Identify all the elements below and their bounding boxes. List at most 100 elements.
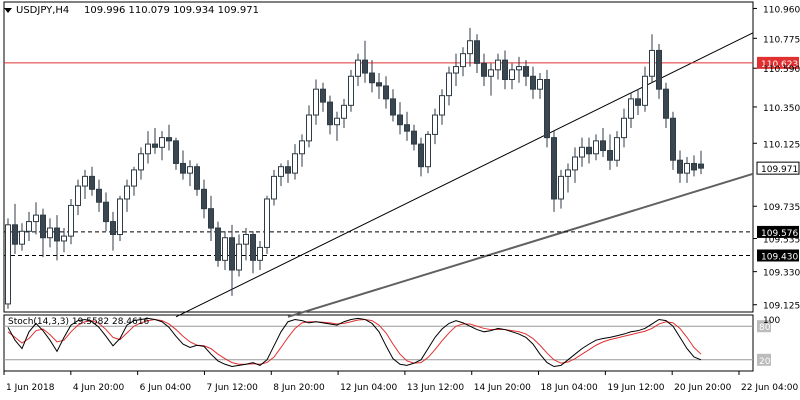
candle <box>264 195 270 254</box>
oscillator-frame <box>3 314 754 372</box>
candle-body-bear <box>404 124 410 132</box>
price-tick-label: 109.735 <box>763 203 800 213</box>
time-tick-label: 6 Jun 04:00 <box>140 383 192 393</box>
candle <box>600 127 606 157</box>
symbol-dropdown-icon[interactable] <box>4 8 12 13</box>
candle <box>614 131 620 167</box>
candle <box>215 221 221 267</box>
candle <box>509 63 515 90</box>
candle-body-bear <box>523 66 529 77</box>
candle <box>537 73 543 99</box>
candle <box>677 150 683 183</box>
candle-body-bull <box>292 153 298 174</box>
candle <box>551 131 557 212</box>
candle <box>257 240 263 271</box>
oscillator-level-label-bg <box>757 353 771 366</box>
candle-body-bull <box>19 230 25 245</box>
price-tick-label: 110.775 <box>763 35 800 45</box>
candle-body-bear <box>390 98 396 116</box>
candle-body-bull <box>82 175 88 187</box>
candle <box>635 89 641 116</box>
candle-body-bear <box>502 59 508 80</box>
candle <box>390 89 396 122</box>
candle-body-bear <box>656 49 662 90</box>
candle-body-bull <box>47 227 53 239</box>
candle-body-bear <box>376 82 382 87</box>
candle-body-bull <box>187 166 193 174</box>
candle-body-bear <box>551 137 557 200</box>
candle-body-bear <box>327 101 333 126</box>
candle <box>516 56 522 83</box>
candle <box>663 82 669 128</box>
candle <box>40 208 46 258</box>
candle <box>404 111 410 141</box>
candle-body-bear <box>229 237 235 271</box>
candle-body-bull <box>446 72 452 97</box>
candle-body-bull <box>537 79 543 90</box>
candle-body-bull <box>495 59 501 71</box>
candle-body-bear <box>635 98 641 106</box>
candle-body-bear <box>110 221 116 235</box>
time-tick-label: 14 Jun 20:00 <box>474 383 531 393</box>
time-tick-label: 18 Jun 04:00 <box>541 383 598 393</box>
candle-body-bull <box>68 204 74 237</box>
candle <box>187 160 193 187</box>
oscillator-max-label: 100 <box>763 316 780 326</box>
candle <box>649 34 655 83</box>
candle <box>82 169 88 199</box>
candle <box>166 124 172 151</box>
candle-body-bull <box>453 66 459 74</box>
candle <box>446 66 452 106</box>
price-lines: 110.623 109.576 109.430 109.971 <box>4 56 800 262</box>
candle-body-bear <box>607 150 613 161</box>
price-tick-label: 109.535 <box>763 236 800 246</box>
candle <box>439 89 445 125</box>
symbol-label: USDJPY,H4 <box>16 5 69 16</box>
candle-body-bull <box>509 69 515 80</box>
price-line-label: 109.576 <box>761 229 798 239</box>
candle <box>642 66 648 112</box>
candle <box>411 124 417 151</box>
candle <box>68 198 74 245</box>
candle-body-bull <box>341 104 347 119</box>
candle <box>250 231 256 274</box>
chart-header: USDJPY,H4 109.996 110.079 109.934 109.97… <box>4 5 259 16</box>
candle-body-bull <box>684 162 690 174</box>
candle-body-bull <box>264 198 270 248</box>
candle-body-bear <box>600 140 606 152</box>
price-tick-label: 110.590 <box>763 65 800 75</box>
candle <box>19 223 25 251</box>
candle-body-bear <box>89 175 95 190</box>
candle <box>243 228 249 261</box>
candle-body-bull <box>5 224 11 305</box>
time-tick-label: 20 Jun 20:00 <box>674 383 731 393</box>
candle <box>201 179 207 219</box>
candle-body-bear <box>362 59 368 74</box>
candle-body-bull <box>271 175 277 200</box>
candle <box>173 137 179 170</box>
candle <box>54 215 60 261</box>
candle-body-bull <box>117 198 123 236</box>
candle-body-bull <box>306 114 312 142</box>
time-tick-label: 7 Jun 12:00 <box>206 383 258 393</box>
candle-body-bull <box>579 146 585 158</box>
candle-body-bear <box>96 188 102 203</box>
candle-body-bull <box>138 153 144 171</box>
candle-body-bull <box>572 156 578 171</box>
candle <box>348 69 354 112</box>
candle-body-bear <box>208 208 214 229</box>
candle-body-bear <box>12 224 18 245</box>
candle <box>362 40 368 83</box>
candle-body-bear <box>285 166 291 174</box>
candle <box>306 105 312 148</box>
candle <box>593 134 599 161</box>
candle-body-bull <box>278 166 284 177</box>
candle-body-bull <box>75 185 81 206</box>
candle <box>75 179 81 216</box>
candle <box>621 108 627 148</box>
candle-body-bear <box>54 227 60 242</box>
time-tick-label: 4 Jun 20:00 <box>73 383 125 393</box>
candle-body-bear <box>698 163 704 169</box>
candle-body-bear <box>201 188 207 210</box>
